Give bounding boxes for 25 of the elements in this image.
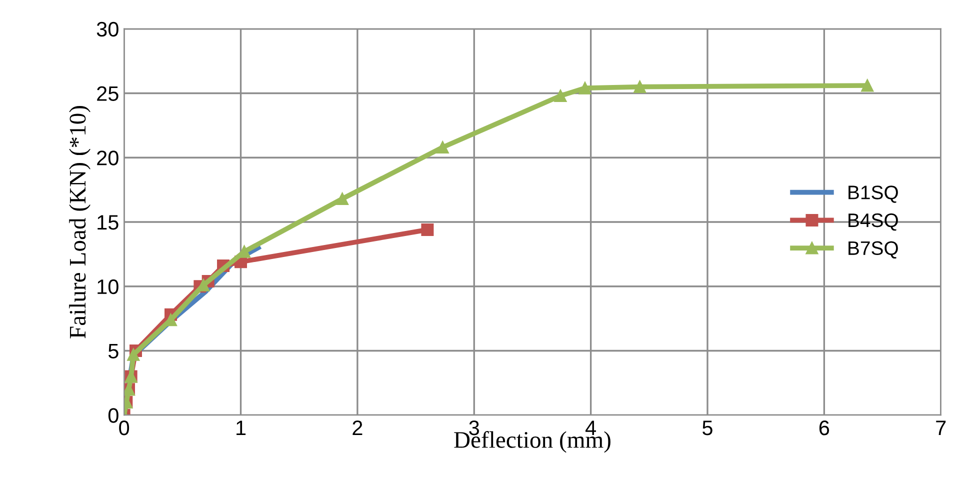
x-tick-label: 7 [936, 420, 946, 436]
point [436, 141, 449, 154]
point [554, 90, 567, 102]
y-tick-label: 30 [96, 22, 118, 37]
y-tick-label: 15 [98, 215, 118, 230]
x-tick-label: 1 [236, 420, 246, 436]
legend-label: B7SQ [848, 241, 898, 259]
point [634, 80, 646, 94]
point [421, 223, 434, 236]
y-tick-label: 0 [108, 408, 118, 423]
y-tick-label: 20 [97, 150, 118, 166]
x-tick-label: 0 [119, 420, 130, 436]
point [578, 82, 592, 94]
y-axis-title: Failure Load (KN) (*10) [69, 106, 90, 338]
x-tick-label: 2 [352, 420, 362, 436]
y-tick-label: 10 [98, 279, 118, 294]
y-tick-label: 25 [97, 86, 118, 101]
x-tick-label: 6 [819, 420, 830, 436]
point [127, 348, 140, 361]
point [336, 192, 349, 206]
x-tick-label: 5 [702, 420, 712, 436]
legend-label: B4SQ [848, 213, 898, 231]
legend-label: B1SQ [848, 186, 898, 203]
y-tick-label: 5 [108, 344, 118, 358]
point [861, 79, 874, 92]
